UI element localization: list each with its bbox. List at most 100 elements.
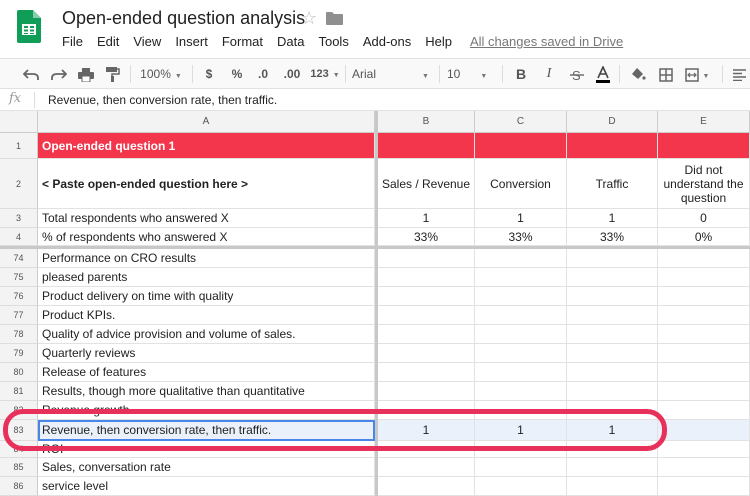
cell[interactable] — [567, 249, 658, 268]
fill-color-icon[interactable] — [627, 59, 649, 89]
cell[interactable]: Product delivery on time with quality — [38, 287, 375, 306]
cell[interactable] — [658, 458, 750, 477]
cell[interactable] — [378, 363, 475, 382]
cell[interactable] — [567, 306, 658, 325]
cell[interactable] — [658, 325, 750, 344]
cell[interactable] — [378, 249, 475, 268]
font-size-select[interactable]: 10 ▼ — [447, 59, 497, 89]
frozen-column-divider[interactable] — [375, 111, 378, 496]
cell[interactable] — [378, 477, 475, 496]
more-formats-button[interactable]: 123 ▼ — [307, 59, 343, 89]
cell[interactable] — [658, 287, 750, 306]
decrease-decimal-button[interactable]: .0 — [257, 67, 268, 81]
cell[interactable]: Did not understand the question — [658, 159, 750, 209]
row-header[interactable]: 4 — [0, 228, 38, 246]
cell[interactable]: 0 — [658, 209, 750, 228]
menu-tools[interactable]: Tools — [318, 34, 349, 49]
cell[interactable]: Total respondents who answered X — [38, 209, 375, 228]
cell[interactable] — [475, 344, 567, 363]
folder-icon[interactable] — [326, 12, 343, 25]
cell[interactable] — [658, 363, 750, 382]
font-family-select[interactable]: Arial ▼ — [352, 59, 434, 89]
print-icon[interactable] — [75, 59, 97, 89]
cell[interactable]: Sales / Revenue — [378, 159, 475, 209]
row-header[interactable]: 80 — [0, 363, 38, 382]
undo-icon[interactable] — [20, 59, 42, 89]
cell[interactable]: % of respondents who answered X — [38, 228, 375, 246]
strikethrough-icon[interactable]: S — [566, 59, 588, 89]
select-all-corner[interactable] — [0, 111, 38, 133]
cell[interactable]: pleased parents — [38, 268, 375, 287]
cell[interactable]: Product KPIs. — [38, 306, 375, 325]
cell[interactable]: 1 — [378, 420, 475, 441]
cell[interactable] — [475, 382, 567, 401]
text-color-icon[interactable] — [592, 59, 614, 89]
cell[interactable] — [475, 133, 567, 159]
cell[interactable] — [567, 401, 658, 420]
row-header[interactable]: 78 — [0, 325, 38, 344]
column-header-e[interactable]: E — [658, 111, 750, 133]
row-header[interactable]: 77 — [0, 306, 38, 325]
row-header[interactable]: 3 — [0, 209, 38, 228]
cell[interactable]: Sales, conversation rate — [38, 458, 375, 477]
cell[interactable] — [567, 458, 658, 477]
row-header[interactable]: 86 — [0, 477, 38, 496]
formula-input[interactable]: Revenue, then conversion rate, then traf… — [48, 93, 278, 107]
format-percent-button[interactable]: % — [231, 67, 243, 81]
cell[interactable]: 1 — [378, 209, 475, 228]
cell[interactable] — [567, 287, 658, 306]
redo-icon[interactable] — [48, 59, 70, 89]
menu-edit[interactable]: Edit — [96, 34, 120, 49]
frozen-row-divider[interactable] — [0, 246, 750, 249]
cell[interactable] — [475, 325, 567, 344]
cell[interactable] — [378, 306, 475, 325]
cell[interactable]: Conversion — [475, 159, 567, 209]
row-header[interactable]: 75 — [0, 268, 38, 287]
menu-help[interactable]: Help — [425, 34, 452, 49]
cell[interactable] — [475, 249, 567, 268]
row-header[interactable]: 81 — [0, 382, 38, 401]
cell[interactable] — [567, 268, 658, 287]
cell[interactable] — [475, 477, 567, 496]
menu-insert[interactable]: Insert — [175, 34, 208, 49]
save-status-link[interactable]: All changes saved in Drive — [470, 34, 624, 49]
cell[interactable]: 1 — [567, 209, 658, 228]
column-header-a[interactable]: A — [38, 111, 375, 133]
cell[interactable]: 33% — [475, 228, 567, 246]
bold-button[interactable]: B — [515, 66, 527, 82]
cell[interactable]: Performance on CRO results — [38, 249, 375, 268]
menu-add-ons[interactable]: Add-ons — [362, 34, 412, 49]
cell[interactable]: 33% — [567, 228, 658, 246]
menu-format[interactable]: Format — [221, 34, 263, 49]
paint-format-icon[interactable] — [102, 59, 124, 89]
cell[interactable] — [567, 325, 658, 344]
cell[interactable] — [658, 344, 750, 363]
borders-icon[interactable] — [655, 59, 677, 89]
cell[interactable] — [475, 287, 567, 306]
cell[interactable] — [567, 133, 658, 159]
cell[interactable] — [658, 477, 750, 496]
cell[interactable]: Open-ended question 1 — [38, 133, 375, 159]
cell[interactable] — [378, 268, 475, 287]
cell[interactable] — [567, 344, 658, 363]
cell[interactable] — [475, 458, 567, 477]
cell[interactable] — [378, 287, 475, 306]
row-header[interactable]: 74 — [0, 249, 38, 268]
cell[interactable]: 0% — [658, 228, 750, 246]
cell[interactable] — [378, 458, 475, 477]
column-header-c[interactable]: C — [475, 111, 567, 133]
row-header[interactable]: 1 — [0, 133, 38, 159]
active-cell[interactable]: Revenue, then conversion rate, then traf… — [38, 420, 375, 441]
cell[interactable] — [658, 268, 750, 287]
cell[interactable] — [658, 401, 750, 420]
cell[interactable] — [567, 441, 658, 458]
cell[interactable]: Traffic — [567, 159, 658, 209]
cell[interactable] — [567, 477, 658, 496]
italic-button[interactable]: I — [546, 66, 552, 81]
cell[interactable] — [567, 363, 658, 382]
row-header[interactable]: 85 — [0, 458, 38, 477]
cell[interactable] — [378, 325, 475, 344]
zoom-select[interactable]: 100% ▼ — [135, 59, 187, 89]
cell[interactable]: Quality of advice provision and volume o… — [38, 325, 375, 344]
cell[interactable] — [658, 249, 750, 268]
